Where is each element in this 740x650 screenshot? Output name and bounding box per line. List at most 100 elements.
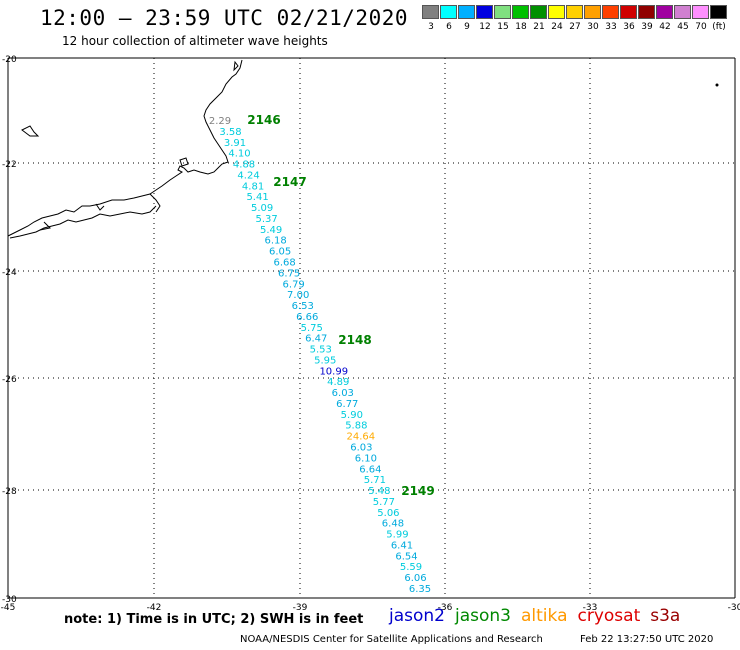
wave-height-track: 2.293.583.914.104.884.244.815.415.095.37…	[209, 116, 431, 595]
footer-timestamp: Feb 22 13:27:50 UTC 2020	[580, 634, 714, 645]
map-subtitle: 12 hour collection of altimeter wave hei…	[62, 34, 328, 48]
wave-height-value: 6.06	[404, 573, 426, 584]
coastline	[7, 59, 719, 239]
satellite-name: altika	[521, 606, 568, 626]
pass-number-label: 2149	[401, 484, 434, 498]
wave-height-value: 5.71	[364, 475, 386, 486]
lon-label: -39	[293, 603, 308, 613]
wave-height-value: 5.95	[314, 355, 336, 366]
scale-label: 36	[623, 22, 635, 32]
wave-height-value: 3.58	[219, 127, 241, 138]
wave-height-value: 6.03	[350, 443, 372, 454]
lon-label: -36	[438, 603, 453, 613]
scale-swatch	[692, 5, 709, 19]
pass-number-label: 2148	[338, 333, 371, 347]
wave-height-value: 4.89	[327, 377, 349, 388]
scale-label: 15	[497, 22, 509, 32]
wave-height-value: 5.06	[377, 508, 399, 519]
pass-number-label: 2146	[247, 113, 280, 127]
lon-label: -33	[583, 603, 598, 613]
scale-swatch	[512, 5, 529, 19]
color-scale-labels: 3 6 9 12 15 18 21 24 27 30 33 36 39 42 45 70 (ft)	[422, 22, 728, 32]
scale-swatch	[530, 5, 547, 19]
scale-swatch	[548, 5, 565, 19]
satellite-name: jason3	[455, 606, 511, 626]
wave-height-value: 7.00	[287, 290, 309, 301]
coastline-detail	[9, 205, 157, 239]
wave-height-value: 5.48	[368, 486, 390, 497]
satellite-name: jason2	[389, 606, 445, 626]
wave-height-value: 6.66	[296, 312, 318, 323]
scale-swatch	[422, 5, 439, 19]
lat-label: -26	[2, 375, 17, 385]
scale-label: 45	[677, 22, 689, 32]
wave-height-value: 6.18	[264, 236, 286, 247]
scale-label: 27	[569, 22, 581, 32]
wave-height-value: 5.59	[400, 562, 422, 573]
wave-height-value: 6.75	[278, 268, 300, 279]
scale-swatch	[638, 5, 655, 19]
wave-height-value: 5.75	[301, 323, 323, 334]
wave-height-value: 3.91	[224, 138, 246, 149]
scale-swatch	[566, 5, 583, 19]
units-note: note: 1) Time is in UTC; 2) SWH is in fe…	[64, 612, 364, 627]
scale-label: 3	[428, 22, 434, 32]
pass-number-label: 2147	[273, 175, 306, 189]
wave-height-value: 24.64	[347, 432, 376, 443]
wave-height-value: 6.41	[391, 540, 413, 551]
scale-swatch	[620, 5, 637, 19]
wave-height-value: 5.53	[310, 345, 332, 356]
wave-height-value: 5.77	[373, 497, 395, 508]
scale-label: 6	[446, 22, 452, 32]
scale-label: 21	[533, 22, 545, 32]
wave-height-value: 5.09	[251, 203, 273, 214]
wave-height-value: 6.03	[332, 388, 354, 399]
map-grid	[7, 57, 736, 599]
island-shape	[179, 157, 189, 167]
scale-swatch	[476, 5, 493, 19]
island-shape	[21, 125, 40, 137]
scale-label: 39	[641, 22, 653, 32]
wave-height-value: 6.05	[269, 247, 291, 258]
scale-swatch	[458, 5, 475, 19]
wave-height-value: 4.10	[228, 149, 250, 160]
axis-labels: -20-22-24-26-28-30-45 -42 -39 -36 -33 -30	[1, 55, 740, 613]
satellite-legend: jason2 jason3 altika cryosat s3a	[389, 606, 690, 626]
lon-label: -42	[147, 603, 162, 613]
wave-height-value: 6.10	[355, 453, 377, 464]
scale-swatch	[674, 5, 691, 19]
lon-label: -45	[1, 603, 16, 613]
scale-label: 9	[464, 22, 470, 32]
pass-labels: 2146 2147 2148 2149	[247, 113, 434, 498]
scale-swatch	[494, 5, 511, 19]
scale-label: 33	[605, 22, 617, 32]
lat-label: -24	[2, 268, 17, 278]
wave-height-value: 5.88	[345, 421, 367, 432]
wave-height-value: 4.24	[237, 170, 259, 181]
satellite-name: cryosat	[577, 606, 641, 626]
wave-height-value: 6.54	[395, 551, 417, 562]
scale-swatch	[440, 5, 457, 19]
wave-height-value: 5.90	[341, 410, 363, 421]
scale-label: 18	[515, 22, 527, 32]
color-scale	[422, 5, 728, 19]
scale-swatch	[656, 5, 673, 19]
footer-credit: NOAA/NESDIS Center for Satellite Applica…	[240, 634, 543, 645]
wave-height-value: 5.49	[260, 225, 282, 236]
wave-height-value: 2.29	[209, 116, 231, 127]
scale-label: 24	[551, 22, 563, 32]
satellite-name: s3a	[650, 606, 681, 626]
lon-label: -30	[728, 603, 740, 613]
wave-height-value: 6.53	[292, 301, 314, 312]
wave-height-value: 5.99	[386, 530, 408, 541]
map-title: 12:00 – 23:59 UTC 02/21/2020	[40, 6, 409, 30]
lat-label: -20	[2, 55, 17, 65]
coastline-inlet	[95, 203, 105, 211]
wave-height-value: 4.81	[242, 181, 264, 192]
island-dot	[715, 83, 719, 87]
wave-height-value: 6.77	[336, 399, 358, 410]
lat-label: -28	[2, 487, 17, 497]
scale-label: (ft)	[712, 22, 726, 32]
wave-height-value: 6.48	[382, 519, 404, 530]
